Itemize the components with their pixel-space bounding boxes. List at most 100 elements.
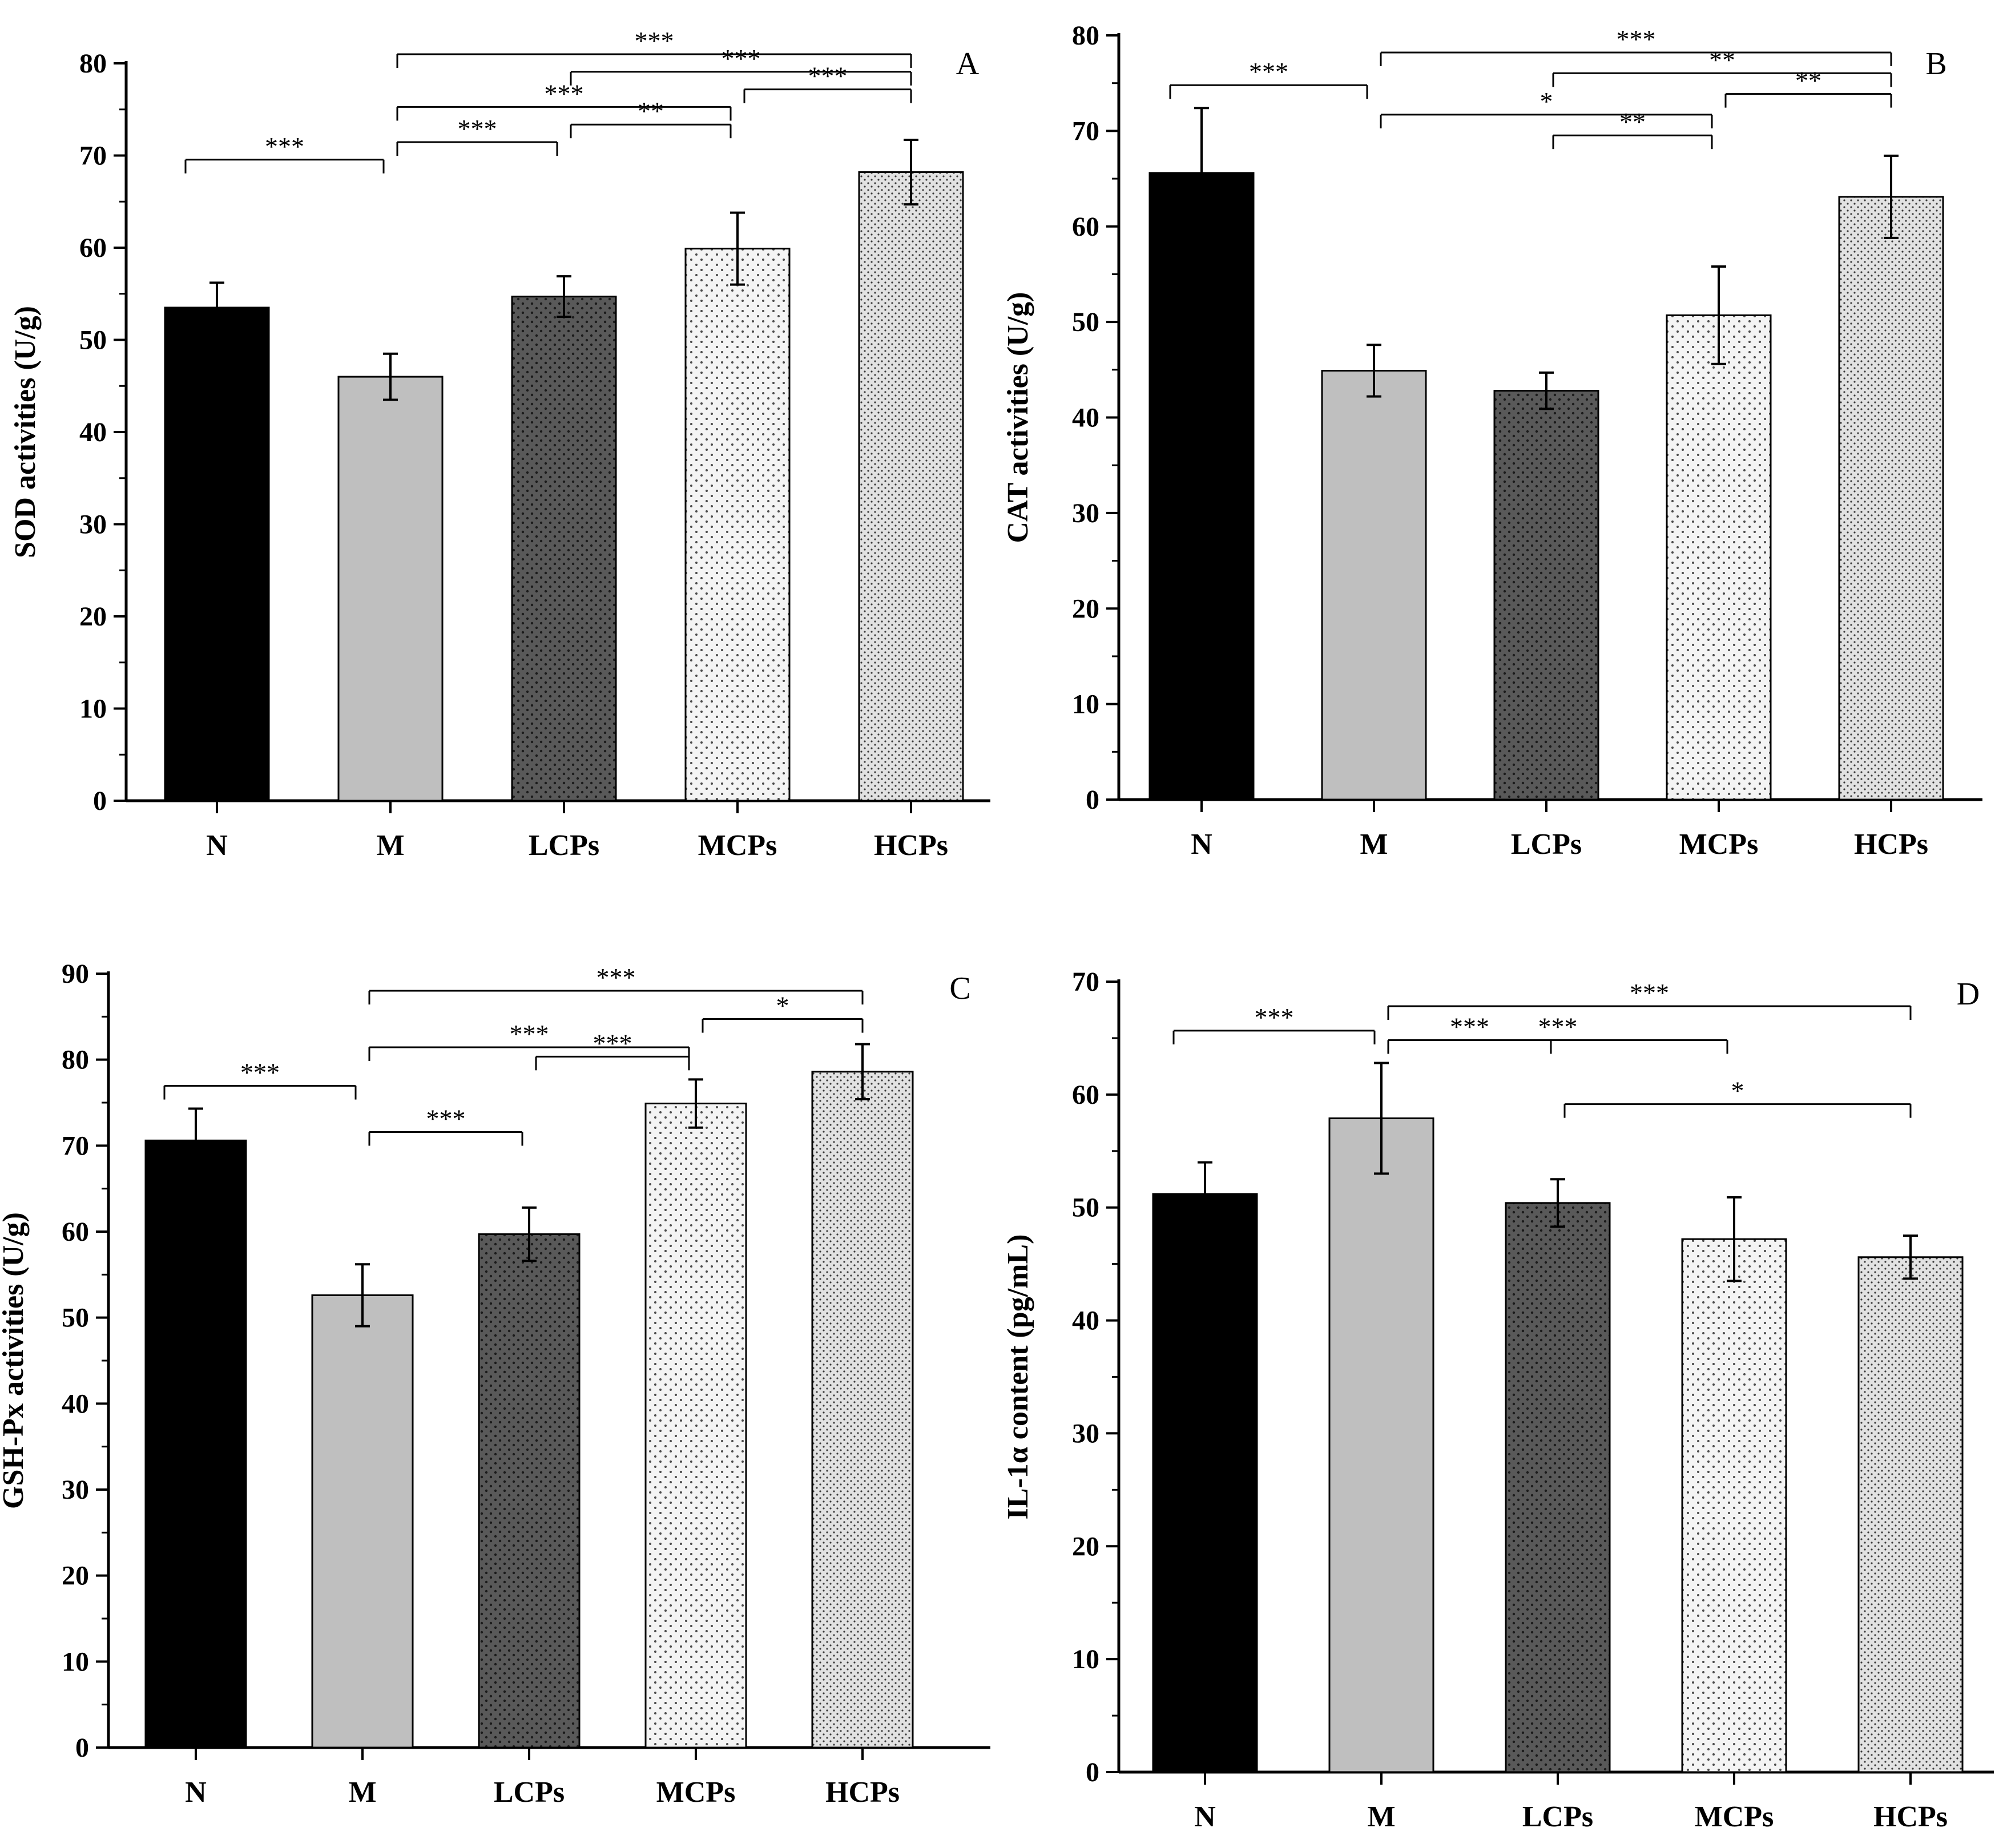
- significance-label: **: [1709, 45, 1735, 74]
- x-tick-label: N: [1194, 1801, 1216, 1833]
- x-tick-label: MCPs: [1679, 828, 1759, 861]
- significance-label: ***: [722, 44, 761, 73]
- significance-label: ***: [1255, 1003, 1294, 1032]
- x-tick-label: LCPs: [1522, 1801, 1593, 1833]
- significance-bracket: ***: [368, 1019, 690, 1061]
- error-bar: [557, 275, 571, 318]
- bar-lcps: [1505, 1202, 1611, 1773]
- error-bar: [1727, 1196, 1742, 1282]
- y-tick-label: 70: [62, 1131, 89, 1161]
- panel-label: A: [956, 46, 980, 82]
- bar-n: [164, 306, 270, 802]
- significance-label: ***: [1617, 25, 1656, 54]
- significance-bracket: ***: [1380, 25, 1892, 66]
- bar-hcps: [811, 1071, 914, 1749]
- x-tick-label: MCPs: [656, 1776, 736, 1809]
- y-tick-label: 30: [62, 1475, 89, 1505]
- x-tick-label: N: [185, 1776, 207, 1809]
- significance-bracket: ***: [1169, 57, 1368, 99]
- bar-m: [1321, 369, 1427, 801]
- x-tick-label: LCPs: [494, 1776, 565, 1809]
- y-tick-label: 20: [79, 602, 107, 632]
- y-axis-label: SOD activities (U/g): [9, 306, 42, 558]
- x-tick-label: LCPs: [1511, 828, 1582, 861]
- error-bar: [688, 1078, 703, 1129]
- significance-label: ***: [635, 26, 674, 55]
- y-axis-label: CAT activities (U/g): [1002, 292, 1034, 543]
- error-bar: [188, 1107, 203, 1174]
- y-tick-label: 40: [1072, 403, 1099, 433]
- significance-bracket: ***: [1387, 978, 1912, 1020]
- y-tick-label: 10: [1072, 1644, 1099, 1675]
- error-bar: [1711, 265, 1726, 365]
- bar-m: [1328, 1117, 1434, 1773]
- significance-label: ***: [1538, 1012, 1578, 1041]
- significance-bracket: **: [570, 96, 732, 139]
- error-bar: [1198, 1161, 1212, 1227]
- y-tick-label: 50: [1072, 1193, 1099, 1223]
- bar-hcps: [1857, 1256, 1964, 1773]
- y-tick-label: 40: [62, 1389, 89, 1419]
- significance-bracket: ***: [368, 1104, 523, 1146]
- x-tick-label: LCPs: [529, 829, 599, 862]
- y-tick-label: 40: [1072, 1306, 1099, 1336]
- y-axis-label: IL-1α content (pg/mL): [1002, 1234, 1034, 1520]
- panel-label: D: [1957, 977, 1980, 1012]
- y-tick-label: 0: [93, 786, 107, 816]
- y-tick-label: 0: [75, 1733, 89, 1763]
- significance-bracket: ***: [368, 963, 864, 1004]
- y-tick-label: 60: [62, 1217, 89, 1247]
- significance-bracket: ***: [184, 132, 385, 173]
- x-tick-label: M: [1360, 828, 1388, 861]
- y-tick-label: 90: [62, 959, 89, 989]
- error-bar: [730, 211, 745, 286]
- panel-d: 0 10 20 30 40 50 60 70 IL-1α content (pg/mL) D N M L…: [1002, 967, 1994, 1833]
- y-tick-label: 20: [1072, 1531, 1099, 1561]
- y-tick-label: 50: [62, 1303, 89, 1333]
- error-bar: [522, 1206, 537, 1262]
- bar-n: [1152, 1193, 1258, 1773]
- y-tick-label: 60: [79, 233, 107, 263]
- significance-label: *: [776, 991, 789, 1020]
- significance-bracket: *: [702, 991, 864, 1033]
- error-bar: [1367, 344, 1381, 398]
- bar-n: [144, 1139, 247, 1749]
- error-bar: [1374, 1062, 1389, 1175]
- panel-c: 0 10 20 30 40 50 60 70 80 90 GSH-Px activities (U/…: [0, 959, 990, 1809]
- bar-hcps: [1838, 196, 1944, 801]
- significance-bracket: ***: [535, 1028, 690, 1071]
- x-tick-label: HCPs: [874, 829, 948, 862]
- significance-bracket: *: [1380, 87, 1713, 128]
- bar-mcps: [644, 1103, 747, 1749]
- bar-m: [337, 376, 444, 802]
- significance-label: ***: [1249, 57, 1288, 86]
- y-tick-label: 20: [1072, 594, 1099, 624]
- y-axis-label: GSH-Px activities (U/g): [0, 1212, 30, 1509]
- significance-bracket: ***: [1172, 1003, 1376, 1044]
- panel-label: C: [949, 971, 970, 1006]
- significance-label: **: [1795, 66, 1821, 95]
- error-bar: [1884, 154, 1899, 239]
- y-tick-label: 50: [79, 325, 107, 356]
- y-tick-label: 80: [79, 49, 107, 79]
- significance-label: **: [1619, 107, 1646, 136]
- error-bar: [1539, 371, 1554, 410]
- y-tick-label: 50: [1072, 307, 1099, 337]
- significance-bracket: *: [1563, 1076, 1912, 1118]
- y-tick-label: 60: [1072, 1080, 1099, 1110]
- y-tick-label: 40: [79, 417, 107, 447]
- bar-mcps: [1666, 314, 1772, 801]
- error-bar: [1550, 1178, 1565, 1228]
- significance-bracket: ***: [1387, 1012, 1552, 1054]
- significance-bracket: ***: [570, 44, 912, 86]
- y-tick-label: 0: [1086, 1757, 1099, 1788]
- bar-mcps: [1681, 1238, 1787, 1773]
- significance-bracket: ***: [396, 114, 558, 156]
- x-tick-label: MCPs: [698, 829, 777, 862]
- significance-label: ***: [240, 1058, 280, 1087]
- y-tick-label: 30: [79, 510, 107, 540]
- y-tick-label: 70: [1072, 116, 1099, 146]
- x-tick-label: N: [1191, 828, 1212, 861]
- error-bar: [1194, 107, 1209, 239]
